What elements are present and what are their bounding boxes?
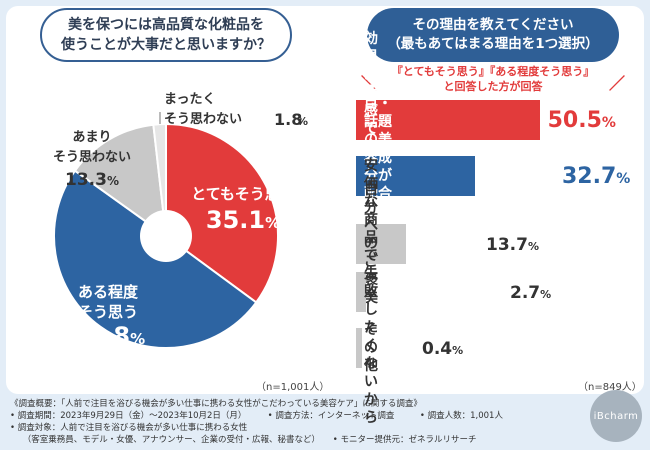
- bar-value-wrap: 50.5%: [548, 100, 616, 140]
- pie-label-very-pct: %: [265, 214, 281, 232]
- bar-value: 2.7: [510, 283, 541, 303]
- bar-value: 0.4: [422, 339, 453, 359]
- pie-n-label: （n=1,001人）: [256, 382, 330, 393]
- bar-subtitle-wrap: ＼ 『とてもそう思う』『ある程度そう思う』 と回答した方が回答 ／: [355, 64, 631, 96]
- bar-value-wrap: 32.7%: [562, 156, 630, 196]
- bar: [356, 224, 406, 264]
- bar: [356, 272, 366, 312]
- bar-label: 安価な商品で 失敗したくないから: [364, 158, 378, 426]
- pie-slice: [73, 123, 168, 239]
- footer-line: • 調査対象：人前で注目を浴びる機会が多い仕事に携わる女性: [10, 423, 248, 433]
- pie-label-some-value: 49.8: [70, 322, 131, 350]
- pie-label-very-value: 35.1: [205, 206, 266, 234]
- footer: 《調査概要：「人前で注目を浴びる機会が多い仕事に携わる女性がこだわっている美容ケ…: [10, 398, 570, 446]
- bar-value: 32.7: [562, 164, 617, 189]
- bar-value-unit: %: [540, 288, 552, 301]
- bar-value-wrap: 0.4%: [422, 328, 463, 368]
- pie-label-notatall-pct: %: [297, 115, 309, 128]
- pie-label-very-text: とてもそう思う: [191, 185, 295, 203]
- pie-label-some-pct: %: [130, 330, 146, 348]
- bar-value-wrap: 13.7%: [486, 224, 539, 264]
- bar-value: 50.5: [547, 108, 602, 133]
- bar-value-wrap: 2.7%: [510, 272, 551, 312]
- brand-logo: iBcharm: [590, 390, 642, 442]
- bar-value: 13.7: [486, 235, 528, 255]
- subtitle-left-mark: ＼: [361, 74, 378, 93]
- bar-value-unit: %: [601, 115, 616, 131]
- pie-slice: [165, 122, 279, 304]
- pie-label-notmuch-pct: %: [106, 174, 119, 188]
- pie-label-some: ある程度 そう思う 49.8%: [48, 282, 168, 349]
- footer-line: • 調査期間：2023年9月29日（金）～2023年10月2日（月） • 調査方…: [10, 411, 503, 421]
- pie-label-notmuch-text: あまり そう思わない: [52, 130, 131, 165]
- bar-value-unit: %: [527, 240, 539, 253]
- pie-center-hole: [140, 210, 192, 262]
- pie-label-very: とてもそう思う 35.1%: [178, 184, 308, 233]
- bar-value-unit: %: [452, 344, 464, 357]
- bar-subtitle: 『とてもそう思う』『ある程度そう思う』 と回答した方が回答: [391, 65, 595, 93]
- bar-n-label: （n=849人）: [578, 382, 642, 393]
- bar-value-unit: %: [616, 171, 631, 187]
- subtitle-right-mark: ／: [608, 74, 625, 93]
- footer-line: （客室乗務員、モデル・女優、アナウンサー、企業の受付・広報、秘書など） • モニ…: [10, 435, 477, 445]
- pie-label-notatall-value: 1.8: [274, 110, 303, 129]
- bar: [356, 328, 362, 368]
- pie-question: 美を保つには高品質な化粧品を 使うことが大事だと思いますか？: [40, 8, 292, 62]
- pie-label-notmuch-value: 13.3: [65, 170, 107, 190]
- bar: [356, 156, 475, 196]
- bar-question: その理由を教えてください （最もあてはまる理由を1つ選択）: [367, 8, 619, 62]
- footer-line: 《調査概要：「人前で注目を浴びる機会が多い仕事に携わる女性がこだわっている美容ケ…: [10, 399, 422, 409]
- pie-slice: [152, 122, 167, 237]
- bar-label: その他: [364, 322, 378, 374]
- pie-label-notatall: まったく そう思わない 1.8%: [164, 90, 308, 130]
- pie-label-notatall-text: まったく そう思わない: [164, 92, 243, 127]
- bar: [356, 100, 540, 140]
- pie-label-notmuch: あまり そう思わない 13.3%: [40, 128, 144, 191]
- pie-label-some-text: ある程度 そう思う: [77, 283, 138, 321]
